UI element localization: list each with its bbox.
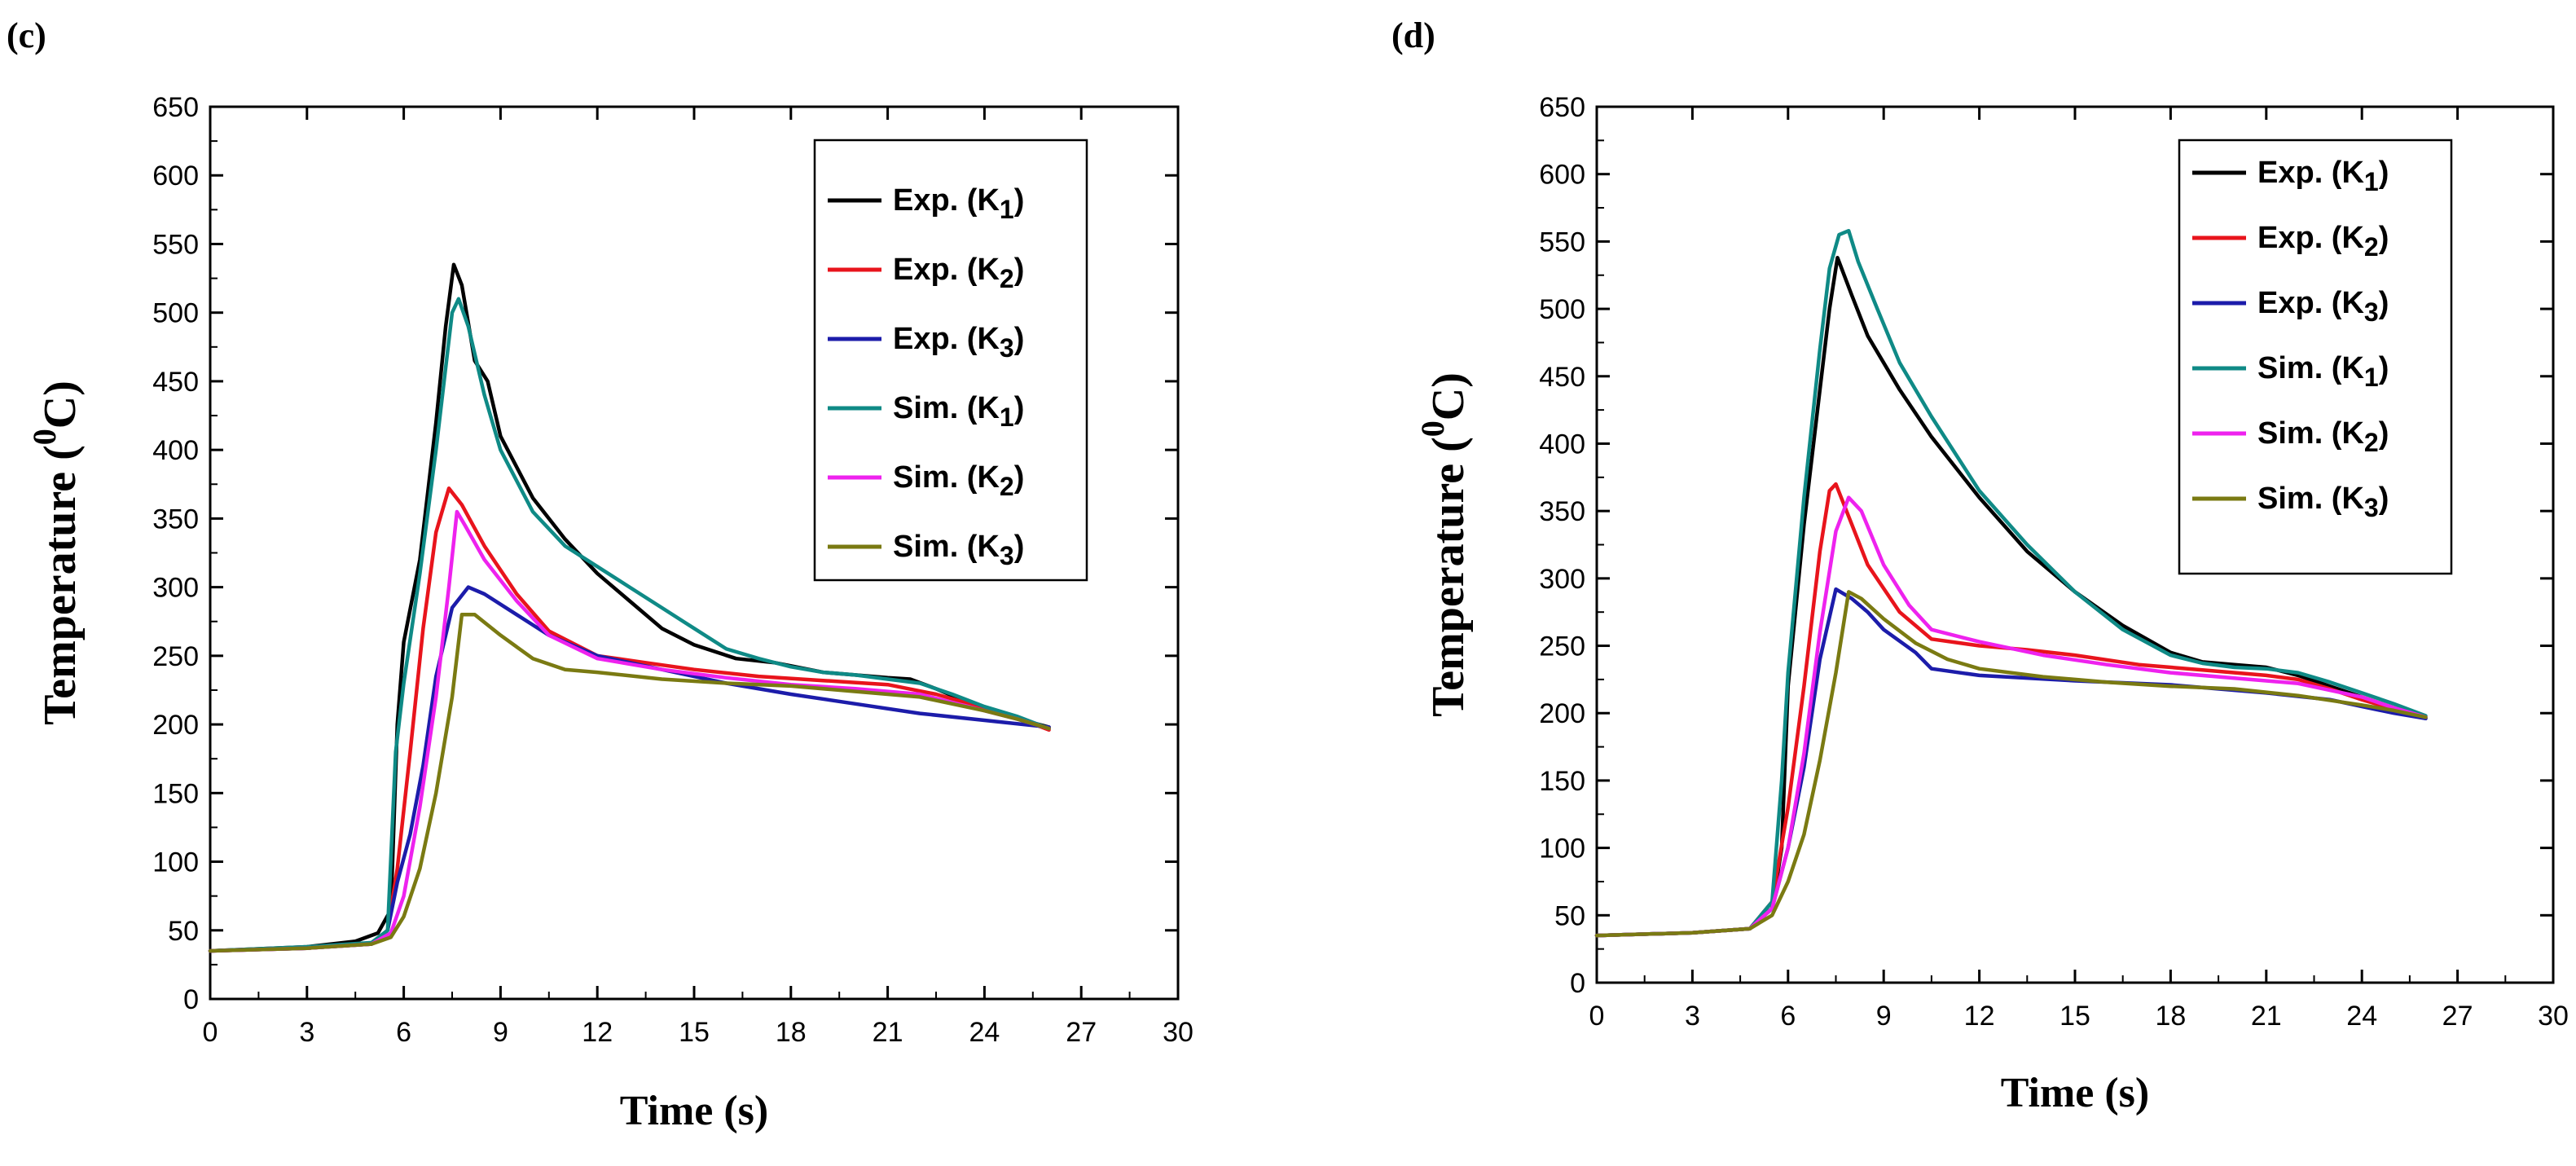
legend-label: Exp. (K2): [893, 253, 1024, 293]
x-tick-label: 27: [2442, 1001, 2473, 1032]
series-line-0: [208, 262, 1051, 953]
x-tick-label: 18: [776, 1017, 807, 1048]
x-tick-label: 15: [2059, 1001, 2090, 1032]
legend-label: Exp. (K3): [893, 322, 1024, 363]
legend-label: Sim. (K3): [893, 530, 1024, 570]
y-axis-title: Temperature (0C): [1414, 372, 1474, 717]
legend-label: Exp. (K3): [2257, 286, 2389, 327]
x-tick-label: 21: [2251, 1001, 2282, 1032]
x-tick-label: 9: [1876, 1001, 1892, 1032]
legend-label: Exp. (K1): [893, 183, 1024, 224]
y-tick-label: 50: [168, 916, 199, 947]
y-tick-label: 50: [1554, 900, 1585, 931]
y-tick-label: 100: [1539, 834, 1585, 865]
x-tick-label: 18: [2155, 1001, 2186, 1032]
x-tick-label: 3: [1685, 1001, 1700, 1032]
y-tick-label: 0: [183, 984, 199, 1015]
x-axis-title: Time (s): [2001, 1070, 2149, 1116]
chart-panel-1: (d)0 3 6 9 12 15 18 21 24 27 300501001502002503003…: [1391, 15, 2569, 1116]
series-line-1: [1594, 482, 2428, 938]
series-line-4: [1594, 495, 2428, 938]
x-tick-label: 24: [969, 1017, 1000, 1048]
panel-label: (c): [7, 15, 46, 55]
y-tick-label: 400: [1539, 429, 1585, 460]
x-tick-label: 0: [1589, 1001, 1605, 1032]
x-tick-label: 12: [1964, 1001, 1995, 1032]
legend-label: Sim. (K2): [2257, 416, 2389, 457]
legend-box: [2178, 139, 2453, 575]
x-tick-label: 21: [873, 1017, 903, 1048]
series-line-4: [208, 509, 1051, 953]
y-tick-label: 450: [152, 367, 199, 398]
series-line-3: [208, 297, 1051, 953]
chart-panel-0: (c)0 3 6 9 12 15 18 21 24 27 300501001502002503003…: [7, 15, 1193, 1134]
y-tick-label: 500: [1539, 294, 1585, 325]
y-tick-label: 250: [152, 641, 199, 672]
y-tick-label: 100: [152, 847, 199, 878]
x-tick-label: 3: [299, 1017, 314, 1048]
y-tick-label: 200: [152, 710, 199, 741]
y-tick-label: 200: [1539, 698, 1585, 729]
y-tick-label: 650: [152, 92, 199, 123]
x-axis-title: Time (s): [620, 1088, 768, 1134]
y-tick-label: 550: [152, 229, 199, 260]
x-tick-label: 15: [679, 1017, 710, 1048]
y-tick-label: 300: [152, 573, 199, 604]
y-tick-label: 550: [1539, 227, 1585, 257]
y-tick-label: 350: [152, 504, 199, 535]
x-tick-label: 0: [203, 1017, 218, 1048]
panel-label: (d): [1391, 15, 1435, 55]
x-tick-label: 6: [1780, 1001, 1796, 1032]
series-line-2: [208, 585, 1051, 953]
y-tick-label: 450: [1539, 362, 1585, 393]
y-tick-label: 300: [1539, 564, 1585, 595]
series-line-3: [1594, 228, 2428, 938]
y-tick-label: 600: [152, 161, 199, 191]
legend-label: Sim. (K1): [2257, 351, 2389, 392]
y-tick-label: 150: [152, 778, 199, 809]
x-tick-label: 30: [2538, 1001, 2569, 1032]
y-tick-label: 400: [152, 435, 199, 466]
legend-label: Sim. (K1): [893, 391, 1024, 432]
x-tick-label: 30: [1163, 1017, 1193, 1048]
legend-box: [813, 139, 1088, 582]
series-line-5: [1594, 590, 2428, 938]
legend-label: Exp. (K1): [2257, 156, 2389, 196]
x-tick-label: 6: [396, 1017, 411, 1048]
legend-label: Exp. (K2): [2257, 221, 2389, 262]
series-line-5: [208, 613, 1051, 953]
y-tick-label: 0: [1570, 968, 1585, 999]
y-tick-label: 350: [1539, 496, 1585, 527]
legend-label: Sim. (K3): [2257, 482, 2389, 522]
y-tick-label: 150: [1539, 766, 1585, 797]
x-tick-label: 27: [1066, 1017, 1097, 1048]
y-axis-title: Temperature (0C): [26, 381, 86, 725]
legend-label: Sim. (K2): [893, 460, 1024, 501]
y-tick-label: 500: [152, 298, 199, 329]
y-tick-label: 650: [1539, 92, 1585, 123]
y-tick-label: 600: [1539, 160, 1585, 191]
y-tick-label: 250: [1539, 631, 1585, 662]
x-tick-label: 12: [582, 1017, 613, 1048]
x-tick-label: 24: [2346, 1001, 2377, 1032]
x-tick-label: 9: [493, 1017, 508, 1048]
